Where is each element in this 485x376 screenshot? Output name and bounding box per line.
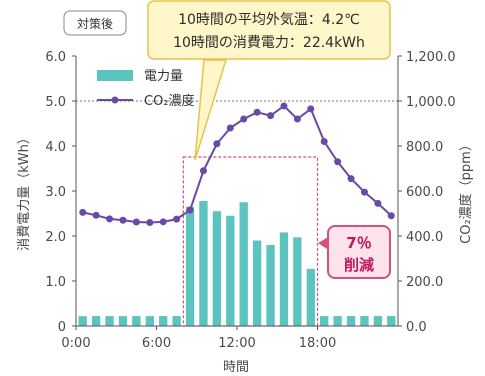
point-co2: [92, 211, 100, 219]
bar-power: [346, 316, 356, 326]
x-tick-label: 6:00: [142, 336, 171, 351]
tick-layer: 0 1.0 2.0 3.0 4.0 5.0 6.0 0.0 200.0 400.0 600.0 800…: [45, 50, 455, 351]
bar-power: [387, 316, 396, 326]
reduction-badge: 7％ 削減: [318, 225, 391, 279]
bar-layer: [78, 200, 396, 326]
axis-layer: [75, 56, 399, 327]
y-left-tick-label: 4.0: [45, 140, 66, 155]
y-right-tick-label: 1,200.0: [406, 50, 456, 65]
point-co2: [293, 115, 301, 123]
y-left-tick-label: 3.0: [45, 185, 66, 200]
y-left-tick-label: 6.0: [45, 50, 66, 65]
bar-power: [118, 316, 128, 326]
legend: 電力量 CO₂濃度: [97, 69, 195, 109]
point-co2: [387, 212, 395, 220]
point-co2: [213, 140, 221, 148]
point-co2: [226, 124, 234, 132]
bar-power: [145, 316, 154, 326]
bar-power: [105, 316, 114, 326]
point-co2: [79, 208, 87, 216]
x-tick-label: 12:00: [218, 336, 255, 351]
period-label-text: 対策後: [77, 17, 113, 31]
y-left-tick-label: 2.0: [45, 230, 66, 245]
bar-power: [226, 215, 235, 326]
callout-box: [147, 0, 391, 60]
point-co2: [173, 215, 181, 223]
point-co2: [240, 115, 248, 123]
point-co2: [280, 102, 288, 110]
point-co2: [186, 206, 194, 214]
legend-bar-swatch: [97, 70, 133, 81]
bar-power: [91, 316, 101, 326]
bar-power: [78, 316, 87, 326]
bar-power: [279, 232, 289, 326]
legend-line-marker: [111, 96, 119, 104]
x-axis-title: 時間: [223, 360, 249, 375]
callout-line-2: 10時間の消費電力：22.4kWh: [173, 35, 365, 51]
line-co2: [82, 104, 392, 224]
callout: 10時間の平均外気温：4.2℃ 10時間の消費電力：22.4kWh: [147, 0, 391, 161]
reduction-line-1: 7％: [346, 234, 371, 252]
legend-label-power: 電力量: [144, 69, 183, 84]
point-co2: [374, 199, 382, 207]
line-layer: [79, 102, 395, 226]
bar-power: [320, 316, 329, 326]
y-right-tick-label: 600.0: [406, 185, 443, 200]
point-co2: [253, 108, 261, 116]
point-co2: [347, 175, 355, 183]
bar-power: [373, 316, 383, 326]
bar-power: [252, 240, 262, 326]
point-co2: [267, 112, 275, 120]
point-co2: [146, 219, 154, 226]
period-label: 対策後: [63, 10, 127, 36]
y-right-tick-label: 800.0: [406, 140, 443, 155]
bar-power: [266, 245, 275, 326]
callout-line-1: 10時間の平均外気温：4.2℃: [178, 12, 360, 28]
y-right-tick-label: 1,000.0: [406, 95, 456, 110]
bar-power: [132, 316, 141, 326]
reduction-line-2: 削減: [344, 256, 374, 274]
bar-power: [199, 200, 208, 326]
bar-power: [293, 237, 302, 326]
bar-power: [172, 316, 181, 326]
bar-power: [333, 316, 342, 326]
bar-power: [239, 202, 248, 326]
bar-power: [185, 206, 195, 326]
bar-power: [159, 316, 168, 326]
point-co2: [199, 167, 207, 175]
point-co2: [334, 158, 342, 166]
point-co2: [360, 188, 368, 196]
bar-power: [306, 268, 315, 326]
point-co2: [119, 216, 127, 224]
reduction-box: [327, 225, 391, 279]
point-co2: [132, 218, 140, 226]
bar-power: [360, 316, 369, 326]
point-co2: [320, 138, 328, 145]
y-left-tick-label: 1.0: [45, 275, 66, 290]
x-tick-label: 18:00: [299, 336, 336, 351]
legend-label-co2: CO₂濃度: [144, 93, 195, 109]
y-right-tick-label: 200.0: [406, 275, 443, 290]
callout-pointer: [194, 59, 228, 161]
point-co2: [159, 218, 167, 226]
y-right-tick-label: 0.0: [406, 320, 427, 335]
y-axis-left-title: 消費電力量（kWh）: [17, 131, 32, 251]
y-axis-right-title: CO₂濃度（ppm）: [458, 138, 474, 244]
y-left-tick-label: 0: [58, 320, 66, 335]
bar-power: [212, 211, 222, 326]
point-co2: [307, 105, 315, 113]
point-co2: [106, 215, 114, 223]
x-tick-label: 0:00: [61, 336, 90, 351]
y-left-tick-label: 5.0: [45, 95, 66, 110]
y-right-tick-label: 400.0: [406, 230, 443, 245]
